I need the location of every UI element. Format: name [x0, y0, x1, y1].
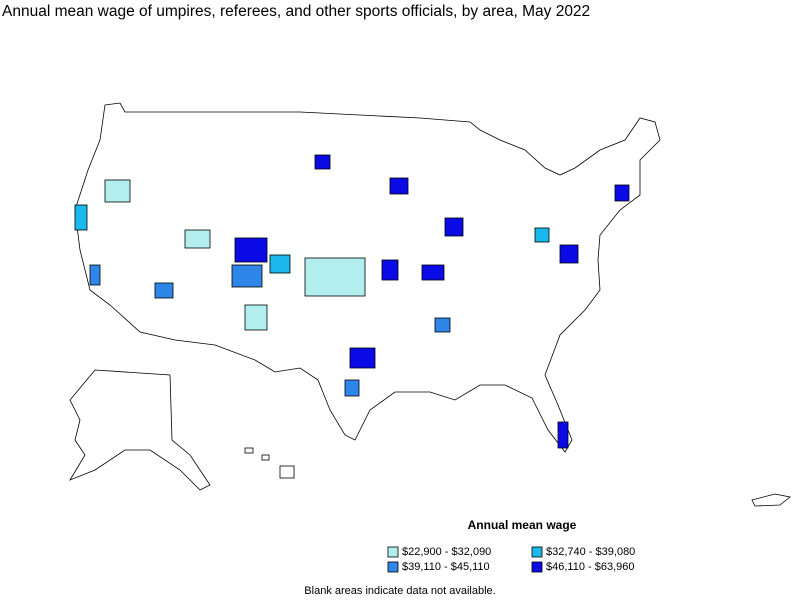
puerto-rico: [751, 493, 791, 507]
alaska: [69, 369, 211, 491]
note: Blank areas indicate data not available.: [304, 585, 495, 597]
area: [184, 229, 211, 249]
area: [559, 244, 579, 264]
legend-swatch: [387, 561, 399, 573]
area: [389, 177, 409, 195]
area: [104, 179, 131, 203]
hawaii: [261, 454, 270, 461]
map-title: Annual mean wage of umpires, referees, a…: [2, 3, 590, 20]
map: [69, 102, 791, 507]
hawaii: [279, 465, 295, 479]
area: [444, 217, 464, 237]
area: [89, 264, 101, 286]
area: [421, 264, 445, 281]
legend-label: $32,740 - $39,080: [546, 546, 635, 558]
legend-label: $22,900 - $32,090: [402, 546, 491, 558]
area: [557, 421, 569, 449]
area: [269, 254, 291, 274]
legend-swatch: [531, 561, 543, 573]
area: [534, 227, 550, 243]
legend-title: Annual mean wage: [468, 518, 577, 532]
area: [154, 282, 174, 299]
area: [234, 237, 268, 263]
area: [381, 259, 399, 281]
area: [244, 304, 268, 331]
legend-swatch: [531, 546, 543, 558]
hawaii: [244, 447, 254, 454]
area: [74, 204, 88, 231]
area: [304, 257, 366, 297]
legend-swatch: [387, 546, 399, 558]
legend-label: $46,110 - $63,960: [546, 561, 634, 573]
area: [349, 347, 376, 369]
area: [314, 154, 331, 170]
area: [231, 264, 263, 288]
area: [434, 317, 451, 333]
legend-label: $39,110 - $45,110: [402, 561, 490, 573]
area: [344, 379, 360, 397]
area: [614, 184, 630, 202]
legend: $22,900 - $32,090 $32,740 - $39,080 $39,11…: [387, 546, 635, 573]
